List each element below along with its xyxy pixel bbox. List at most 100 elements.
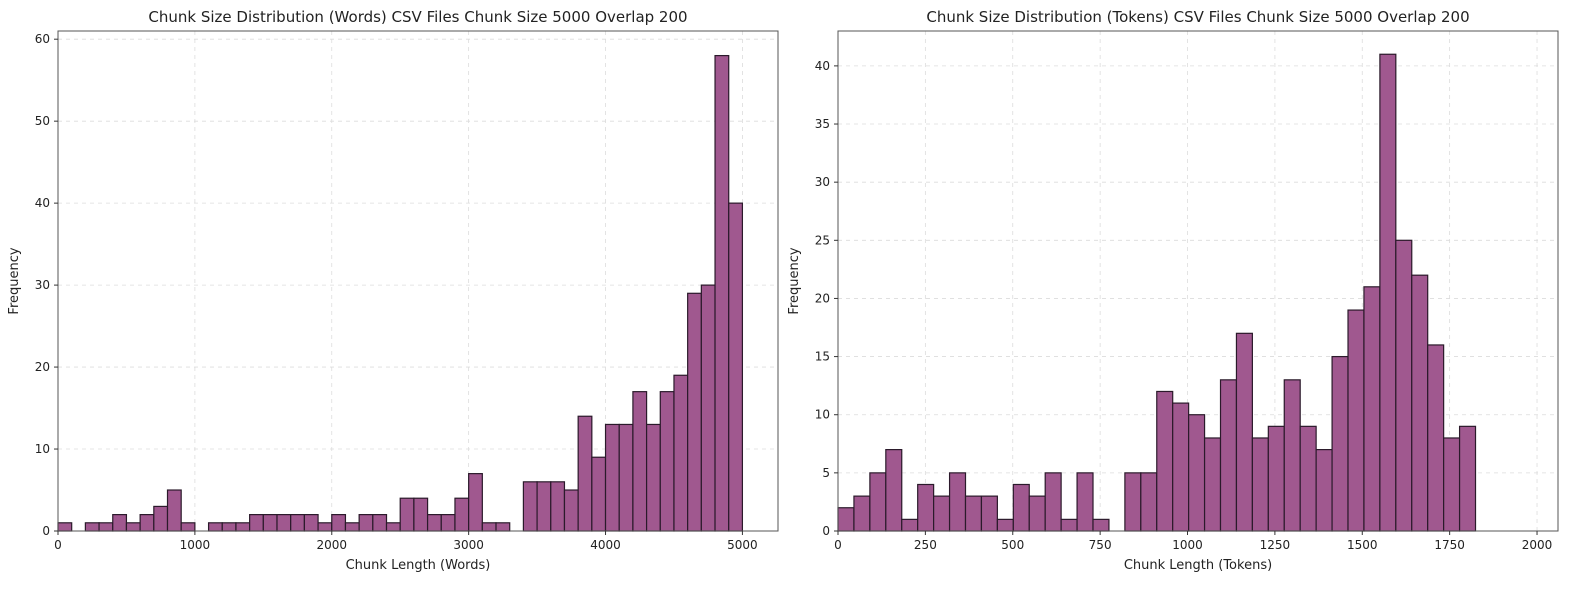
histogram-bar [1443,437,1461,532]
x-tick-label: 1250 [1260,538,1291,552]
histogram-bar [1044,472,1062,532]
histogram-bar [714,54,730,532]
y-tick-label: 10 [815,408,830,422]
x-tick-label: 750 [1089,538,1112,552]
histogram-bar [249,514,264,532]
histogram-bar [980,495,998,532]
x-tick-label: 3000 [453,538,484,552]
histogram-bar [1060,518,1078,532]
histogram-bar [1363,286,1381,532]
histogram-bar [235,522,251,532]
histogram-bar [659,391,675,532]
y-tick-label: 30 [35,278,50,292]
histogram-bar [948,472,967,532]
histogram-bar [385,522,401,532]
histogram-bar [276,514,292,532]
histogram-bar [700,284,716,532]
x-tick-label: 0 [834,538,842,552]
histogram-bar [645,423,661,532]
histogram-bar [57,522,73,532]
histogram-bar [1267,425,1285,532]
x-tick-label: 1500 [1347,538,1378,552]
histogram-bar [687,292,702,532]
histogram-bar [577,415,593,532]
histogram-bar [1251,437,1269,532]
y-tick-label: 30 [815,175,830,189]
histogram-bar [1219,379,1238,532]
histogram-bar [563,489,579,532]
plot-frame [837,30,1559,532]
histogram-bar [1124,472,1142,532]
histogram-bar [454,497,470,532]
y-tick-label: 20 [35,360,50,374]
histogram-bar [180,522,196,532]
x-tick-label: 2000 [316,538,347,552]
histogram-bar [1203,437,1222,532]
histogram-bar [996,518,1014,532]
histogram-bar [1283,379,1301,532]
histogram-bar [399,497,415,532]
y-tick-label: 50 [35,114,50,128]
y-tick-label: 10 [35,442,50,456]
histogram-bar [1156,390,1174,532]
histogram-bar [522,481,538,532]
histogram-bar [869,472,887,532]
histogram-bar [207,522,223,532]
histogram-bar [1458,425,1477,532]
y-tick-label: 0 [42,524,50,538]
histogram-bar [885,449,903,532]
histogram-bar [98,522,114,532]
x-tick-label: 4000 [590,538,621,552]
histogram-bar [413,497,429,532]
histogram-bar [728,202,744,532]
histogram-bar [440,514,456,532]
histogram-bar [166,489,182,532]
histogram-bar [221,522,237,532]
histogram-bar [1235,332,1253,532]
y-tick-label: 20 [815,291,830,305]
plot-frame [57,30,779,532]
x-tick-label: 1000 [1172,538,1203,552]
histogram-bar [358,514,374,532]
histogram-bar [153,505,169,532]
histogram-bar [372,514,388,532]
histogram-bar [1427,344,1445,532]
histogram-bar [495,522,511,532]
histogram-bar [262,514,278,532]
chart-title: Chunk Size Distribution (Tokens) CSV Fil… [926,8,1469,26]
histogram-bar [591,456,607,532]
histogram-bar [618,423,634,532]
histogram-bar [1172,402,1190,532]
x-tick-label: 2000 [1522,538,1553,552]
histogram-bar [1395,239,1413,532]
y-tick-label: 0 [822,524,830,538]
histogram-bar [112,514,128,532]
y-tick-label: 5 [822,466,830,480]
histogram-bar [1140,472,1158,532]
y-axis-label: Frequency [787,247,802,314]
x-tick-label: 500 [1001,538,1024,552]
x-axis-label: Chunk Length (Tokens) [1124,558,1272,573]
y-tick-label: 40 [35,196,50,210]
histogram-bar [1012,483,1030,532]
histogram-bar [481,522,497,532]
x-tick-label: 250 [914,538,937,552]
histogram-bar [632,391,648,532]
histogram-bar [1092,518,1110,532]
histogram-bar [964,495,983,532]
histogram-bar [1331,355,1349,532]
histogram-bar [468,473,483,532]
y-tick-label: 35 [815,117,830,131]
histogram-bar [139,514,155,532]
histogram-bar [536,481,552,532]
x-axis-label: Chunk Length (Words) [346,558,491,573]
y-axis-label: Frequency [7,247,22,314]
histogram-bar [1299,425,1317,532]
histogram-bar [1379,53,1397,532]
histogram-bar [426,514,442,532]
histogram-bar [1076,472,1094,532]
histogram-bar [344,522,360,532]
histogram-bar [331,514,347,532]
histogram-bar [1315,449,1333,532]
